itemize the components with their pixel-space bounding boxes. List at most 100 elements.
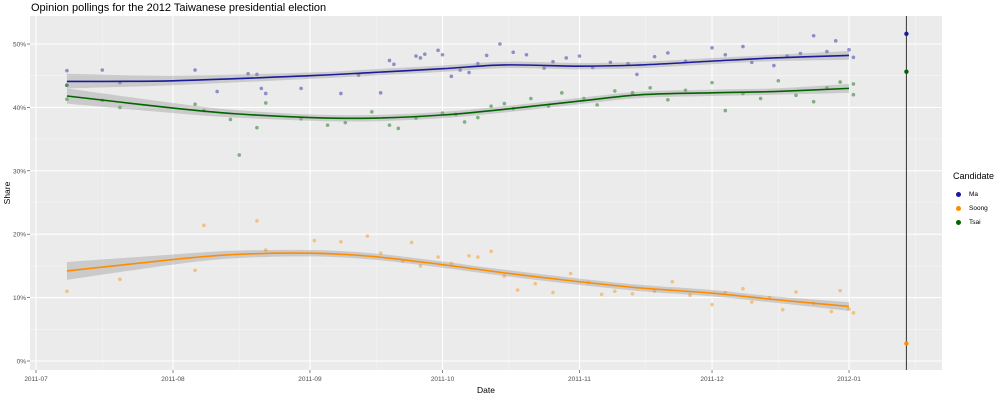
data-point-ma — [498, 42, 502, 46]
data-point-soong — [749, 300, 754, 304]
data-point-tsai — [440, 111, 445, 115]
data-point-soong — [688, 293, 692, 297]
y-tick-label: 40% — [13, 105, 26, 112]
data-point-tsai — [65, 83, 69, 88]
data-point-soong — [65, 289, 69, 294]
x-tick-label: 2011-12 — [700, 376, 724, 383]
data-point-ma — [378, 91, 383, 95]
data-point-tsai — [193, 102, 197, 107]
data-point-ma — [635, 72, 639, 77]
data-point-soong — [118, 277, 122, 282]
data-point-ma — [511, 50, 515, 55]
data-point-soong — [838, 288, 842, 293]
data-point-soong — [339, 240, 343, 244]
data-point-ma — [577, 54, 582, 58]
data-point-ma — [436, 48, 440, 53]
data-point-ma — [65, 68, 69, 73]
election-result-soong — [904, 341, 909, 346]
data-point-ma — [458, 68, 462, 72]
data-point-ma — [467, 70, 471, 75]
legend-item-soong: Soong — [953, 201, 994, 215]
data-point-ma — [626, 61, 630, 66]
y-tick-label: 50% — [13, 42, 26, 49]
data-point-tsai — [613, 89, 617, 93]
data-point-ma — [263, 91, 268, 96]
data-point-soong — [449, 261, 454, 266]
y-axis-label: Share — [2, 181, 12, 204]
data-point-soong — [741, 286, 745, 291]
panel-background — [30, 16, 942, 370]
data-point-soong — [515, 288, 520, 292]
data-point-ma — [710, 46, 714, 50]
data-point-ma — [65, 83, 69, 88]
data-point-ma — [259, 86, 264, 91]
data-point-ma — [423, 52, 427, 56]
data-point-ma — [798, 51, 803, 56]
data-point-ma — [741, 44, 745, 49]
confidence-band-ma — [66, 50, 850, 89]
legend-label-tsai: Tsai — [969, 218, 981, 226]
data-point-tsai — [648, 85, 652, 90]
y-tick-label: 10% — [13, 295, 26, 302]
data-point-tsai — [630, 91, 635, 95]
data-point-tsai — [851, 92, 856, 97]
legend: Candidate Ma Soong Tsai — [953, 171, 994, 229]
data-point-soong — [613, 289, 617, 294]
data-point-tsai — [529, 96, 533, 101]
x-tick-label: 2012-01 — [837, 376, 861, 383]
data-point-soong — [202, 223, 206, 228]
data-point-tsai — [370, 110, 374, 114]
data-point-ma — [652, 54, 657, 59]
data-point-soong — [263, 248, 268, 252]
data-point-ma — [825, 49, 829, 54]
legend-label-ma: Ma — [969, 190, 979, 198]
data-point-tsai — [476, 115, 480, 120]
data-point-soong — [409, 240, 414, 245]
data-point-ma — [356, 73, 361, 77]
data-point-tsai — [502, 101, 507, 106]
data-point-tsai — [710, 80, 714, 85]
data-point-soong — [476, 255, 480, 259]
data-point-ma — [387, 58, 392, 63]
x-tick-label: 2011-11 — [568, 376, 591, 383]
data-point-ma — [847, 47, 851, 52]
data-point-ma — [851, 55, 856, 60]
data-point-tsai — [683, 88, 688, 93]
data-point-soong — [551, 290, 555, 295]
data-point-ma — [100, 68, 105, 72]
data-point-ma — [255, 72, 259, 77]
legend-item-ma: Ma — [953, 187, 994, 201]
data-point-soong — [502, 274, 507, 278]
x-axis-label: Date — [477, 385, 495, 395]
data-point-ma — [392, 62, 396, 67]
data-point-soong — [378, 251, 383, 256]
y-tick-label: 30% — [13, 168, 26, 175]
legend-swatch-ma — [956, 191, 961, 197]
data-point-soong — [723, 290, 728, 295]
data-point-ma — [246, 71, 250, 76]
data-point-tsai — [263, 101, 268, 105]
data-point-soong — [794, 290, 798, 294]
data-point-ma — [551, 59, 555, 64]
trend-line-ma — [66, 54, 850, 83]
data-point-ma — [339, 91, 343, 96]
data-point-ma — [476, 61, 480, 66]
data-point-tsai — [758, 96, 763, 101]
x-tick-label: 2011-07 — [24, 376, 48, 383]
data-point-tsai — [228, 117, 233, 122]
data-point-soong — [467, 253, 471, 258]
data-point-ma — [193, 68, 197, 72]
x-tick-label: 2011-09 — [298, 376, 322, 383]
data-point-ma — [440, 52, 445, 57]
trend-line-tsai — [66, 87, 850, 120]
data-point-ma — [484, 53, 489, 58]
data-point-soong — [851, 311, 856, 315]
data-point-ma — [418, 56, 423, 60]
data-point-tsai — [776, 78, 781, 83]
legend-item-tsai: Tsai — [953, 215, 994, 229]
data-point-tsai — [559, 91, 564, 95]
data-point-tsai — [237, 153, 242, 157]
data-point-ma — [772, 63, 776, 68]
legend-label-soong: Soong — [969, 204, 988, 212]
